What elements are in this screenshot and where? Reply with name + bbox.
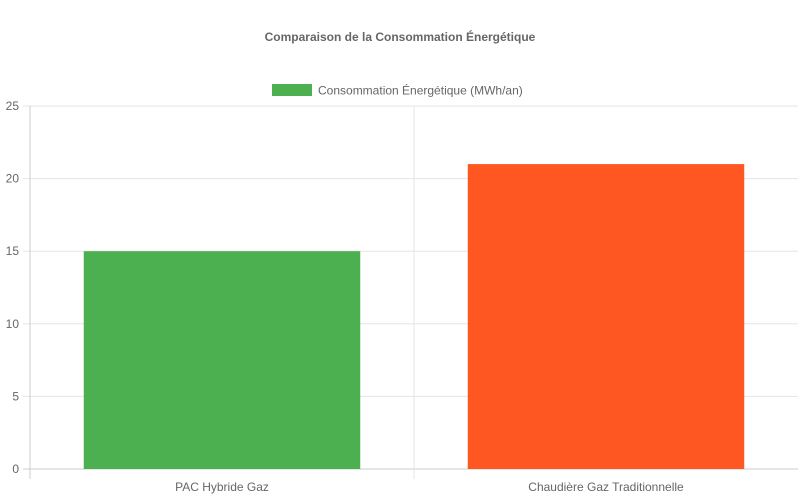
x-tick-label: PAC Hybride Gaz: [175, 480, 269, 494]
y-tick-label: 20: [6, 172, 20, 186]
y-tick-label: 25: [6, 99, 20, 113]
x-tick-label: Chaudière Gaz Traditionnelle: [528, 480, 684, 494]
y-axis-tick-labels: 0 5 10 15 20 25: [6, 99, 20, 476]
bar[interactable]: [83, 251, 361, 469]
legend-swatch: [272, 84, 312, 96]
legend[interactable]: Consommation Énergétique (MWh/an): [272, 83, 523, 98]
legend-label: Consommation Énergétique (MWh/an): [318, 83, 523, 98]
y-tick-label: 10: [6, 317, 20, 331]
y-tick-label: 0: [12, 462, 19, 476]
bar[interactable]: [467, 164, 745, 469]
chart-title: Comparaison de la Consommation Énergétiq…: [265, 29, 536, 44]
y-tick-label: 15: [6, 244, 20, 258]
bars: [83, 164, 745, 469]
x-axis-tick-labels: PAC Hybride Gaz Chaudière Gaz Traditionne…: [175, 480, 684, 494]
y-tick-label: 5: [12, 389, 19, 403]
